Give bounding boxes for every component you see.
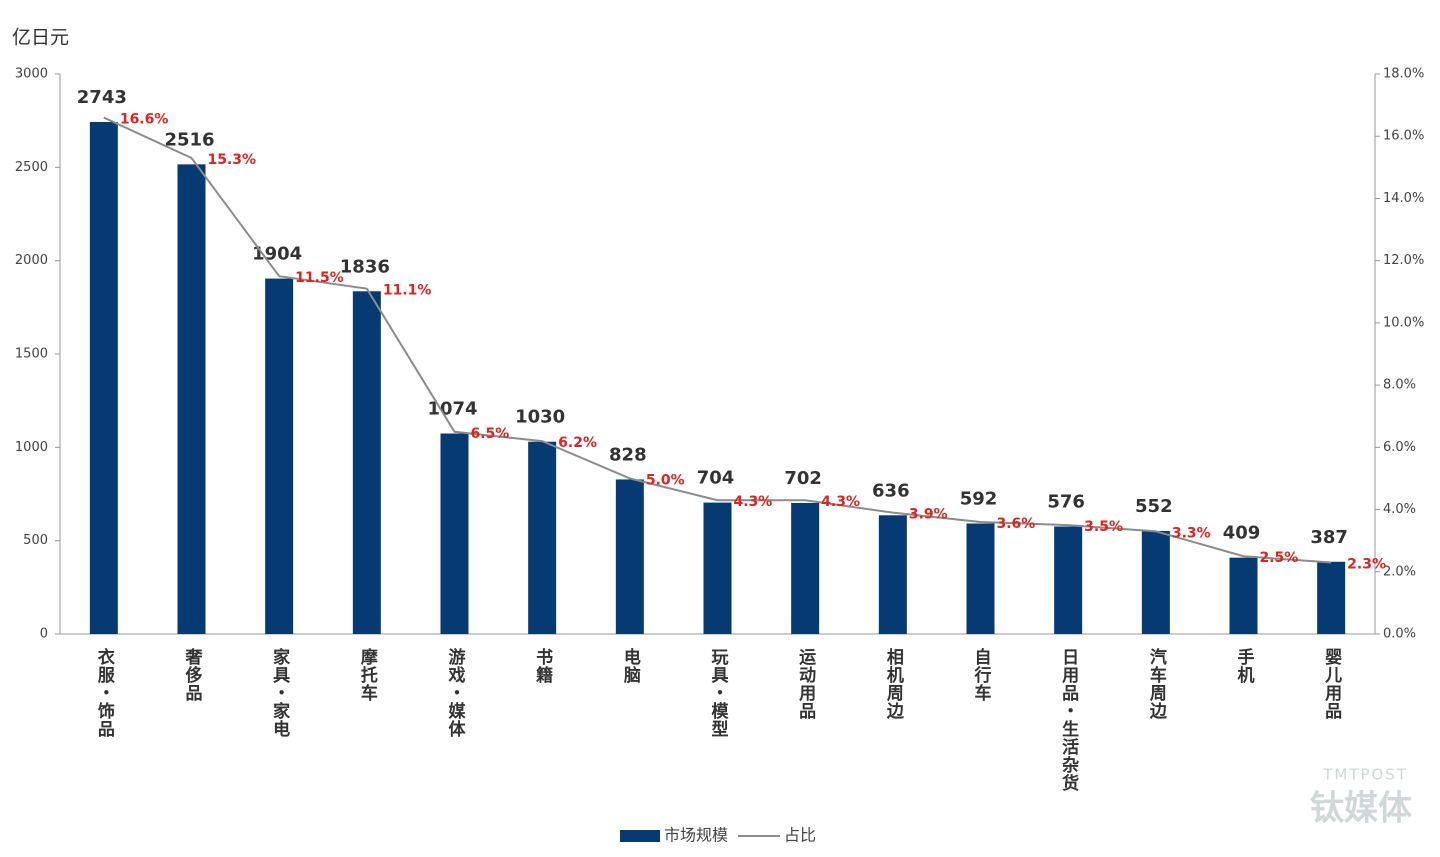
y2-tick-label: 6.0% xyxy=(1383,440,1416,455)
y2-tick-label: 18.0% xyxy=(1383,67,1424,82)
bar xyxy=(1317,561,1346,634)
share-value-label: 2.3% xyxy=(1347,556,1386,572)
y2-tick-label: 8.0% xyxy=(1383,378,1416,393)
bar-value-label: 704 xyxy=(697,468,735,489)
y2-tick-label: 10.0% xyxy=(1383,315,1424,330)
bar xyxy=(89,121,118,635)
share-value-label: 3.9% xyxy=(909,507,948,523)
y2-tick-label: 4.0% xyxy=(1383,502,1416,517)
y-tick-label: 0 xyxy=(40,627,48,642)
share-value-label: 11.1% xyxy=(383,283,432,299)
x-tick-label: 游戏・媒体 xyxy=(445,647,467,738)
y2-tick-label: 14.0% xyxy=(1383,191,1424,206)
bar xyxy=(1054,526,1083,634)
y-tick-label: 1000 xyxy=(15,440,48,455)
bar xyxy=(352,291,381,634)
watermark-name: 钛媒体 xyxy=(1310,789,1412,829)
share-value-label: 3.3% xyxy=(1172,525,1211,541)
x-tick-label: 汽车周边 xyxy=(1146,647,1168,720)
bar xyxy=(528,441,557,634)
bar-value-label: 1030 xyxy=(515,407,565,428)
x-tick-label: 摩托车 xyxy=(357,647,378,702)
bar xyxy=(791,502,820,634)
bar-value-label: 636 xyxy=(872,480,910,501)
bar xyxy=(440,433,469,634)
legend-swatch xyxy=(620,830,660,842)
bar-value-label: 2743 xyxy=(77,87,127,108)
bar-value-label: 552 xyxy=(1135,496,1173,517)
x-tick-label: 运动用品 xyxy=(795,648,816,720)
x-tick-label: 相机周边 xyxy=(883,647,905,720)
x-tick-label: 自行车 xyxy=(971,647,993,702)
share-value-label: 4.3% xyxy=(821,494,860,510)
share-line xyxy=(103,116,1332,564)
y2-tick-label: 0.0% xyxy=(1383,627,1416,642)
x-tick-label: 手机 xyxy=(1234,647,1255,684)
bar-value-label: 2516 xyxy=(164,129,214,150)
bar-value-label: 1836 xyxy=(340,256,390,277)
x-tick-label: 日用品・生活杂货 xyxy=(1058,648,1079,792)
share-value-label: 11.5% xyxy=(295,270,344,286)
bar xyxy=(615,479,644,634)
x-tick-label: 家具・家电 xyxy=(269,647,291,738)
share-value-label: 2.5% xyxy=(1260,550,1299,566)
y-axis-label: 亿日元 xyxy=(12,27,69,49)
share-value-label: 6.2% xyxy=(558,435,597,451)
y2-tick-label: 12.0% xyxy=(1383,253,1424,268)
bar xyxy=(1141,530,1170,634)
bar xyxy=(1229,557,1258,634)
y-tick-label: 2000 xyxy=(15,253,48,268)
bar-value-label: 702 xyxy=(784,468,822,489)
share-value-label: 4.3% xyxy=(734,494,773,510)
share-value-label: 5.0% xyxy=(646,472,685,488)
y2-tick-label: 16.0% xyxy=(1383,129,1424,144)
share-value-label: 15.3% xyxy=(208,152,257,168)
bar-value-label: 1074 xyxy=(427,399,477,420)
y-tick-label: 3000 xyxy=(15,67,48,82)
bar-value-label: 409 xyxy=(1223,523,1261,544)
x-tick-label: 婴儿用品 xyxy=(1321,648,1343,720)
bar-value-label: 592 xyxy=(960,488,998,509)
y-tick-label: 2500 xyxy=(15,160,48,175)
legend-label: 市场规模 xyxy=(664,826,728,845)
bar-value-label: 576 xyxy=(1047,491,1085,512)
bar xyxy=(878,515,907,634)
share-value-label: 16.6% xyxy=(120,112,169,128)
bar xyxy=(265,278,294,634)
y-tick-label: 500 xyxy=(23,533,48,548)
share-value-label: 3.5% xyxy=(1084,519,1123,535)
x-tick-label: 书籍 xyxy=(532,648,553,684)
x-tick-label: 电脑 xyxy=(620,647,641,684)
share-value-label: 3.6% xyxy=(997,516,1036,532)
x-tick-label: 奢侈品 xyxy=(182,647,204,702)
bar-value-label: 828 xyxy=(609,444,647,465)
watermark-brand: TMTPOST xyxy=(1322,766,1408,784)
share-value-label: 6.5% xyxy=(471,426,510,442)
legend-label: 占比 xyxy=(784,826,816,845)
bar xyxy=(703,502,732,634)
bar-value-label: 387 xyxy=(1310,527,1348,548)
bar xyxy=(177,164,206,634)
x-tick-label: 玩具・模型 xyxy=(708,648,730,738)
bar-value-label: 1904 xyxy=(252,244,302,265)
x-tick-label: 衣服・饰品 xyxy=(94,647,115,738)
y-tick-label: 1500 xyxy=(15,347,48,362)
y2-tick-label: 2.0% xyxy=(1383,564,1416,579)
bar xyxy=(966,523,995,634)
